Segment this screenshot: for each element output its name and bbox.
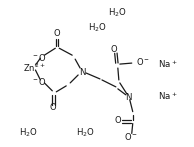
Text: N: N — [79, 67, 85, 77]
Text: H$_2$O: H$_2$O — [87, 21, 107, 34]
Text: H$_2$O: H$_2$O — [108, 6, 127, 19]
Text: H$_2$O: H$_2$O — [76, 126, 94, 139]
Text: O: O — [111, 45, 117, 54]
Text: Zn$^{2+}$: Zn$^{2+}$ — [23, 62, 45, 74]
Text: $^-$O: $^-$O — [31, 76, 46, 87]
Text: N: N — [126, 93, 132, 102]
Text: O: O — [54, 29, 61, 38]
Text: H$_2$O: H$_2$O — [19, 126, 38, 139]
Text: Na$^+$: Na$^+$ — [158, 58, 177, 70]
Text: O$^-$: O$^-$ — [124, 131, 138, 142]
Text: O: O — [114, 116, 121, 125]
Text: O$^-$: O$^-$ — [136, 56, 150, 67]
Text: O: O — [49, 103, 56, 112]
Text: Na$^+$: Na$^+$ — [158, 90, 177, 102]
Text: $^-$O: $^-$O — [31, 52, 46, 63]
